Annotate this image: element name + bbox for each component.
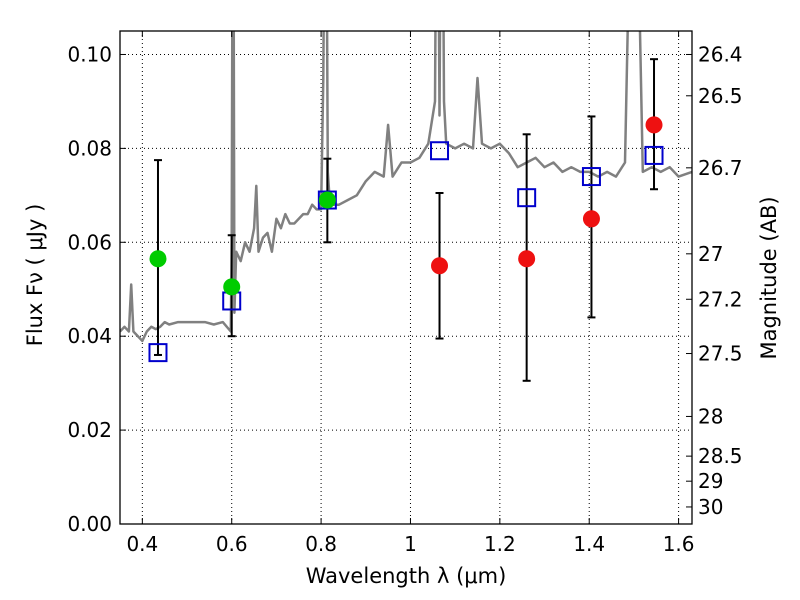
observed-point [318,191,336,209]
x-tick-label: 1.2 [484,532,516,556]
right-axis-title: Magnitude (AB) [757,196,781,359]
model-photometry-square [430,141,450,161]
y-tick-label: 0.02 [67,418,112,442]
x-tick-label: 1 [404,532,417,556]
markers [148,116,664,363]
model-photometry-square [644,145,664,165]
y-tick-label: 0.08 [67,136,112,160]
plot-frame [119,30,693,525]
plot-border [119,30,693,525]
right-tick-label: 26.4 [698,42,743,66]
ticks: 0.4 0.6 0.8 1 1.2 1.4 1.6 0.00 0.02 0.04 0.06 0.08 0… [67,31,743,556]
observed-point [645,116,663,134]
y-tick-label: 0.00 [67,512,112,536]
right-tick-label: 27 [698,242,723,266]
observed-point [149,250,167,268]
x-tick-label: 1.4 [573,532,605,556]
observed-point [223,278,241,296]
right-tick-label: 28.5 [698,444,743,468]
right-tick-label: 27.5 [698,342,743,366]
x-tick-label: 1.6 [663,532,695,556]
right-tick-label: 30 [698,495,723,519]
x-tick-label: 0.8 [305,532,337,556]
model-photometry-square [581,167,601,187]
observed-point [518,250,536,268]
spectrum-line [120,31,692,343]
model-photometry-square [517,188,537,208]
x-tick-label: 0.4 [126,532,158,556]
errorbars [153,58,659,382]
observed-point [431,257,449,275]
y-tick-label: 0.06 [67,230,112,254]
model-photometry-square [148,343,168,363]
right-tick-label: 29 [698,469,723,493]
x-tick-label: 0.6 [216,532,248,556]
y-axis-title: Flux Fν ( μJy ) [23,204,47,347]
y-tick-label: 0.10 [67,42,112,66]
right-tick-label: 27.2 [698,287,743,311]
y-tick-label: 0.04 [67,324,112,348]
grid [120,31,692,525]
x-axis-title: Wavelength λ (μm) [306,564,507,588]
right-tick-label: 28 [698,404,723,428]
right-tick-label: 26.7 [698,156,743,180]
spectrum-series [120,31,692,343]
right-tick-label: 26.5 [698,84,743,108]
observed-point [582,210,600,228]
